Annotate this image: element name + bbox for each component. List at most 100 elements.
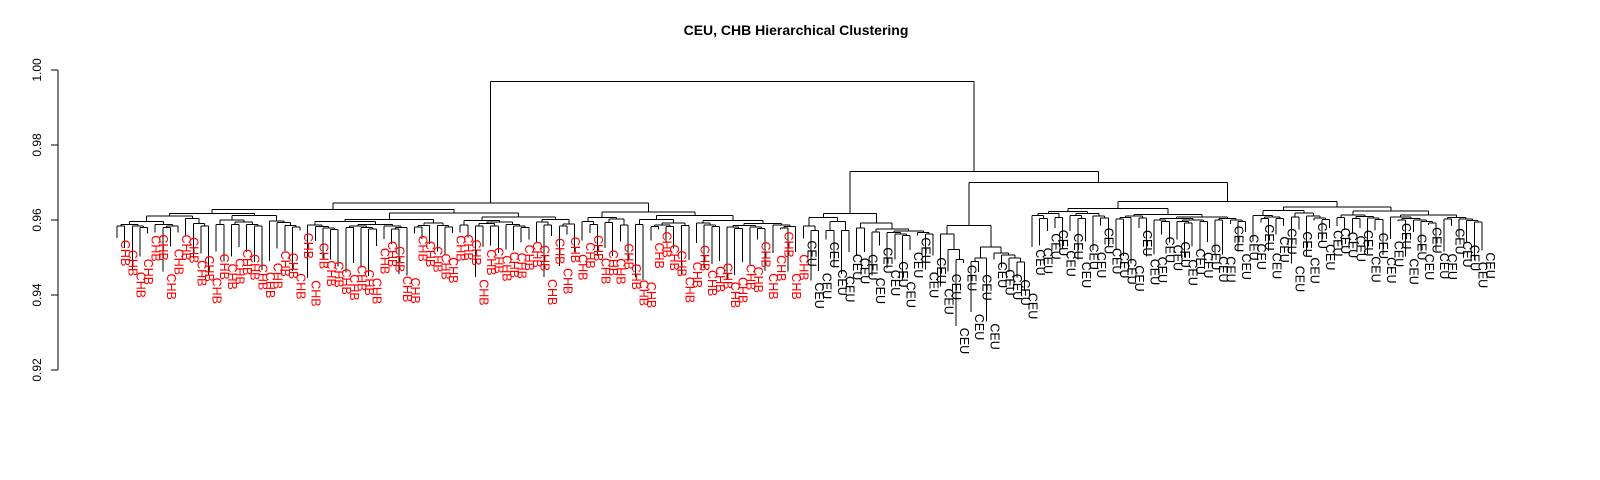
- leaf-label: CHB: [606, 250, 620, 276]
- leaf-label: CEU: [1216, 256, 1230, 282]
- leaf-label: CHB: [385, 241, 399, 267]
- leaf-label: CHB: [438, 254, 452, 280]
- leaf-label: CHB: [202, 255, 216, 281]
- leaf-label: CEU: [1003, 269, 1017, 295]
- leaf-label: CEU: [881, 247, 895, 273]
- leaf-label: CEU: [1094, 252, 1108, 278]
- leaf-label: CEU: [949, 274, 963, 300]
- leaf-label: CHB: [789, 273, 803, 299]
- leaf-label: CHB: [560, 268, 574, 294]
- dendrogram-branches: [116, 80, 1483, 326]
- y-axis: 0.92 0.94 0.96 0.98 1.00: [30, 58, 59, 382]
- leaf-label: CEU: [1239, 254, 1253, 280]
- leaf-label: CEU: [1460, 241, 1474, 267]
- leaf-label: CEU: [1148, 259, 1162, 285]
- leaf-label: CEU: [1231, 226, 1245, 252]
- leaf-label: CHB: [332, 261, 346, 287]
- y-tick-label: 0.98: [30, 133, 44, 157]
- leaf-label: CEU: [1079, 262, 1093, 288]
- leaf-label: CHB: [377, 248, 391, 274]
- leaf-label: CEU: [858, 258, 872, 284]
- leaf-label: CEU: [1445, 254, 1459, 280]
- leaf-label: CHB: [324, 260, 338, 286]
- leaf-label: CEU: [1018, 279, 1032, 305]
- leaf-label: CHB: [720, 263, 734, 289]
- leaf-label: CHB: [781, 232, 795, 258]
- leaf-label: CEU: [1010, 274, 1024, 300]
- leaf-label: CHB: [354, 265, 368, 291]
- leaf-label: CEU: [1178, 242, 1192, 268]
- leaf-label: CHB: [286, 253, 300, 279]
- leaf-label: CHB: [278, 251, 292, 277]
- leaf-label: CHB: [492, 247, 506, 273]
- leaf-label: CHB: [659, 232, 673, 258]
- leaf-label: CHB: [187, 237, 201, 263]
- leaf-label: CEU: [842, 276, 856, 302]
- leaf-label: CHB: [515, 253, 529, 279]
- leaf-label: CEU: [995, 262, 1009, 288]
- leaf-label: CHB: [614, 258, 628, 284]
- leaf-label: CHB: [179, 235, 193, 261]
- leaf-label: CEU: [942, 288, 956, 314]
- leaf-label: CHB: [217, 254, 231, 280]
- leaf-label: CEU: [1163, 237, 1177, 263]
- leaf-label: CHB: [667, 245, 681, 271]
- leaf-label: CEU: [1026, 293, 1040, 319]
- leaf-label: CHB: [339, 269, 353, 295]
- leaf-label: CEU: [1186, 259, 1200, 285]
- leaf-label: CEU: [1209, 244, 1223, 270]
- leaf-label: CEU: [980, 274, 994, 300]
- leaf-label: CEU: [987, 323, 1001, 349]
- leaf-label: CHB: [690, 262, 704, 288]
- leaf-label: CEU: [1300, 231, 1314, 257]
- leaf-label: CHB: [293, 273, 307, 299]
- leaf-label: CEU: [911, 252, 925, 278]
- leaf-label: CEU: [1254, 244, 1268, 270]
- leaf-label: CEU: [1384, 257, 1398, 283]
- leaf-label: CHB: [141, 259, 155, 285]
- leaf-label: CEU: [812, 282, 826, 308]
- leaf-label: CHB: [743, 264, 757, 290]
- y-tick-label: 0.96: [30, 208, 44, 232]
- leaf-label: CEU: [1048, 233, 1062, 259]
- leaf-label: CHB: [522, 245, 536, 271]
- leaf-label: CHB: [499, 255, 513, 281]
- leaf-label: CHB: [408, 278, 422, 304]
- leaf-label: CHB: [484, 249, 498, 275]
- leaf-label: CHB: [568, 237, 582, 263]
- leaf-label: CHB: [507, 252, 521, 278]
- leaf-label: CEU: [1338, 228, 1352, 254]
- leaf-label: CEU: [1315, 223, 1329, 249]
- leaf-label: CEU: [1117, 252, 1131, 278]
- leaf-label: CEU: [934, 257, 948, 283]
- leaf-labels: CHBCHBCHBCHBCHBCHBCHBCHBCHBCHBCHBCHBCHBC…: [118, 223, 1497, 355]
- leaf-label: CHB: [751, 267, 765, 293]
- leaf-label: CEU: [1422, 254, 1436, 280]
- leaf-label: CEU: [888, 270, 902, 296]
- leaf-label: CEU: [1376, 233, 1390, 259]
- leaf-label: CHB: [347, 274, 361, 300]
- leaf-label: CHB: [774, 255, 788, 281]
- leaf-label: CEU: [1277, 236, 1291, 262]
- leaf-label: CHB: [255, 264, 269, 290]
- leaf-label: CEU: [1323, 244, 1337, 270]
- leaf-label: CEU: [1224, 256, 1238, 282]
- leaf-label: CHB: [309, 280, 323, 306]
- leaf-label: CHB: [133, 272, 147, 298]
- leaf-label: CHB: [362, 269, 376, 295]
- leaf-label: CEU: [1361, 230, 1375, 256]
- leaf-label: CEU: [1437, 253, 1451, 279]
- leaf-label: CEU: [1041, 248, 1055, 274]
- leaf-label: CEU: [1064, 250, 1078, 276]
- leaf-label: CEU: [873, 278, 887, 304]
- leaf-label: CHB: [263, 272, 277, 298]
- leaf-label: CHB: [530, 241, 544, 267]
- leaf-label: CHB: [713, 266, 727, 292]
- leaf-label: CHB: [393, 246, 407, 272]
- leaf-label: CEU: [804, 240, 818, 266]
- chart-title: CEU, CHB Hierarchical Clustering: [684, 22, 909, 38]
- leaf-label: CHB: [415, 235, 429, 261]
- leaf-label: CHB: [759, 242, 773, 268]
- leaf-label: CEU: [1201, 252, 1215, 278]
